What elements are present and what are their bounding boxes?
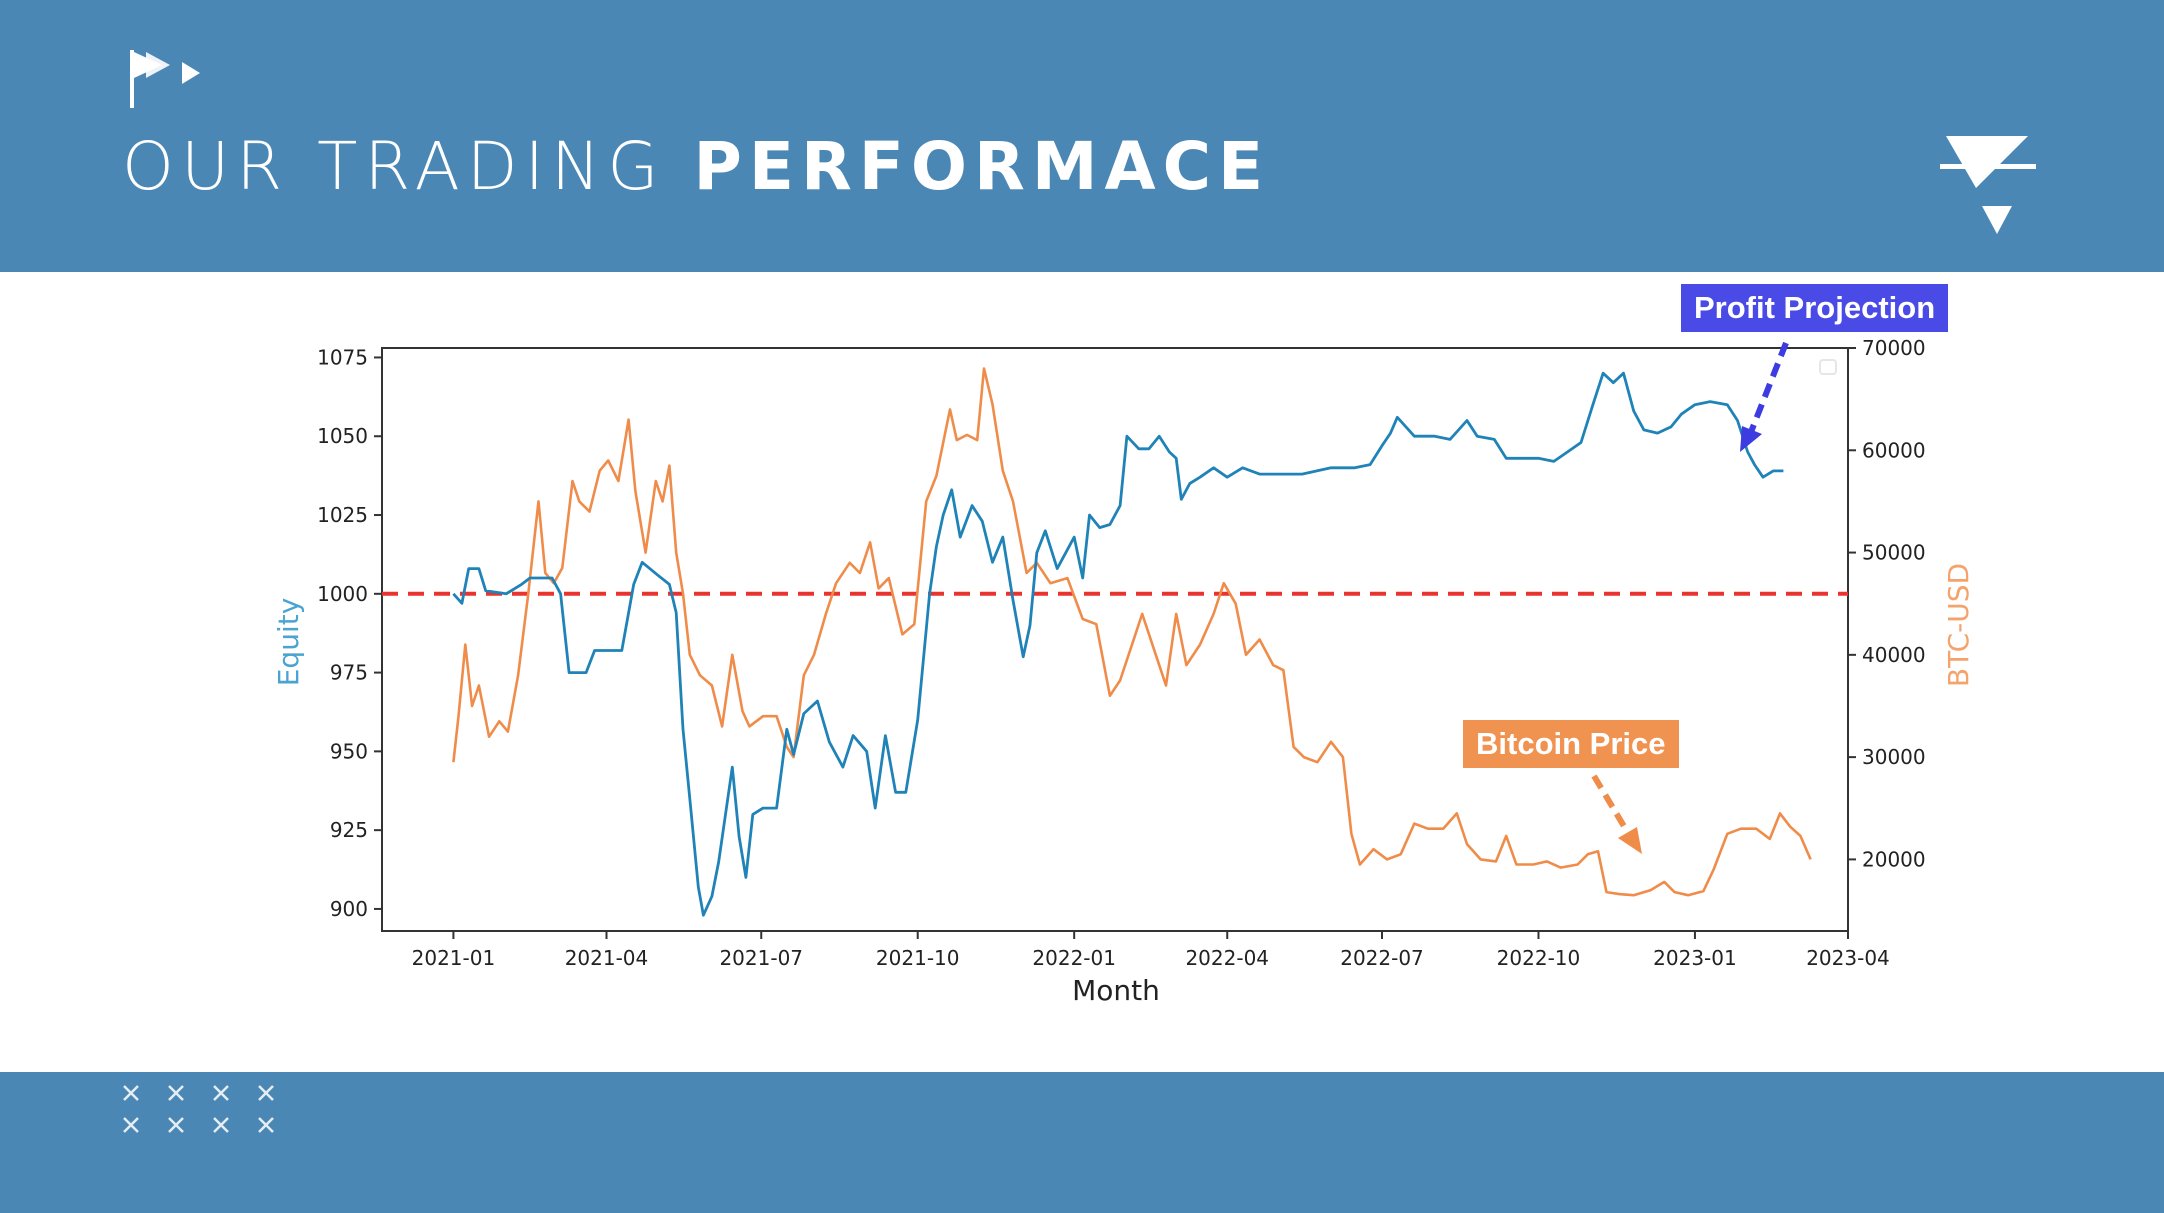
header-band xyxy=(0,0,2164,272)
right-tick-label: 50000 xyxy=(1862,541,1926,565)
right-tick-label: 20000 xyxy=(1862,847,1926,871)
x-tick-label: 2022-07 xyxy=(1340,946,1424,970)
x-axis-label: Month xyxy=(1072,974,1160,1007)
bitcoin-arrow-icon xyxy=(1591,774,1642,854)
bitcoin-price-callout: Bitcoin Price xyxy=(1463,720,1679,768)
decorative-x-marks-icon xyxy=(123,1085,274,1133)
profit-arrow-icon xyxy=(1740,341,1789,452)
title-bold: PERFORMACE xyxy=(693,128,1271,205)
x-tick-label: 2021-04 xyxy=(565,946,649,970)
left-tick-label: 1075 xyxy=(317,345,368,369)
right-tick-label: 70000 xyxy=(1862,336,1926,360)
profit-projection-callout: Profit Projection xyxy=(1681,284,1949,332)
x-tick-label: 2022-10 xyxy=(1497,946,1581,970)
right-tick-label: 40000 xyxy=(1862,643,1926,667)
x-tick-label: 2022-04 xyxy=(1185,946,1269,970)
x-tick-label: 2022-01 xyxy=(1032,946,1116,970)
left-tick-label: 975 xyxy=(330,661,368,685)
right-axis-label: BTC-USD xyxy=(1942,563,1975,687)
left-tick-label: 950 xyxy=(330,739,368,763)
bitcoin-price-line xyxy=(452,367,1812,897)
right-tick-label: 30000 xyxy=(1862,745,1926,769)
x-tick-label: 2023-01 xyxy=(1653,946,1737,970)
left-tick-label: 925 xyxy=(330,818,368,842)
x-tick-label: 2021-01 xyxy=(412,946,496,970)
left-axis-label: Equity xyxy=(272,598,305,687)
right-axis-ticks: 20000 30000 40000 50000 60000 70000 xyxy=(1848,336,1926,871)
x-tick-label: 2021-10 xyxy=(876,946,960,970)
flag-logo-icon xyxy=(130,50,200,108)
left-tick-label: 1025 xyxy=(317,503,368,527)
title-light: OUR TRADING xyxy=(122,128,694,205)
equity-line xyxy=(452,371,1784,917)
left-axis-ticks: 900 925 950 975 1000 1025 1050 1075 xyxy=(317,345,382,921)
x-axis-ticks: 2021-01 2021-04 2021-07 2021-10 2022-01 2022-… xyxy=(412,931,1890,970)
left-tick-label: 1000 xyxy=(317,582,368,606)
triangle-logo-icon xyxy=(1940,136,2036,234)
x-tick-label: 2023-04 xyxy=(1806,946,1890,970)
x-tick-label: 2021-07 xyxy=(719,946,803,970)
plot-area xyxy=(381,347,1849,932)
legend-box xyxy=(1819,359,1837,375)
right-tick-label: 60000 xyxy=(1862,438,1926,462)
left-tick-label: 1050 xyxy=(317,424,368,448)
footer-band xyxy=(0,1072,2164,1213)
slide-title: OUR TRADING PERFORMACE xyxy=(122,128,1270,205)
left-tick-label: 900 xyxy=(330,897,368,921)
